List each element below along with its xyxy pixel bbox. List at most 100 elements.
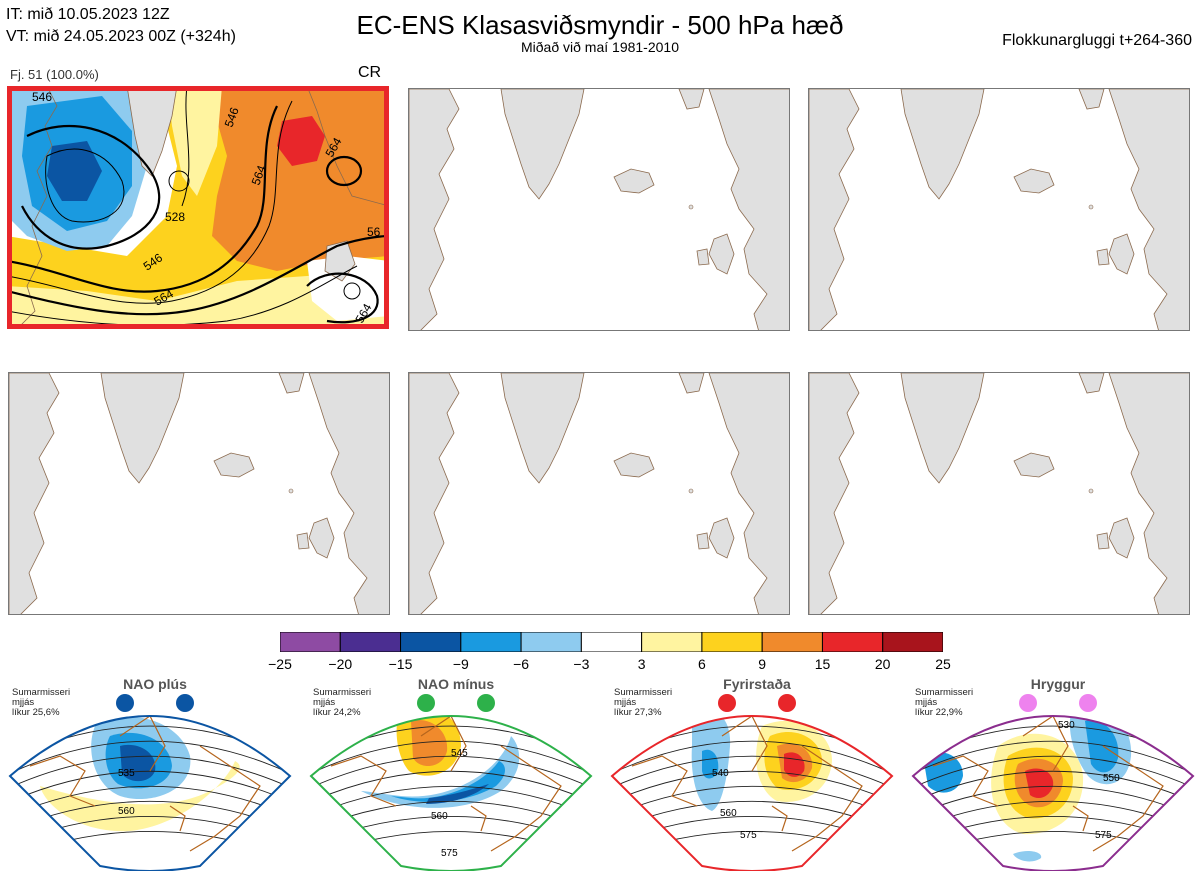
- anomaly-area: [1013, 851, 1042, 862]
- contour-label: 564: [249, 163, 269, 187]
- classification-window: Flokkunargluggi t+264-360: [1002, 32, 1192, 49]
- anomaly-area: [923, 752, 963, 793]
- colorbar-swatch: [701, 632, 763, 652]
- regime-info-line: líkur 27,3%: [614, 707, 662, 718]
- regime-info-line: mjjás: [915, 697, 938, 708]
- coastline: [29, 716, 261, 852]
- contour-label: 528: [165, 210, 185, 224]
- colorbar-swatch: [761, 632, 823, 652]
- basemap-graphic: [9, 373, 389, 614]
- cluster-map-1: 546 546 546 564 564 564 528 56 564: [7, 86, 389, 329]
- regime-name: Hryggur: [1030, 676, 1086, 692]
- height-contour: [10, 770, 290, 807]
- regime-map: 535 560: [8, 694, 292, 871]
- page-title: EC-ENS Klasasviðsmyndir - 500 hPa hæð: [356, 10, 844, 40]
- height-contour: [913, 740, 1193, 779]
- regime-info-line: líkur 22,9%: [915, 707, 963, 718]
- init-time: IT: mið 10.05.2023 12Z: [6, 6, 170, 23]
- height-contour: [612, 770, 892, 807]
- cluster-map-2: [408, 88, 790, 331]
- basemap-graphic: [809, 89, 1189, 330]
- regime-contour-label: 550: [1103, 773, 1120, 784]
- colorbar-swatch: [580, 632, 643, 652]
- regime-marker-dot: [477, 694, 495, 712]
- header-times: IT: mið 10.05.2023 12Z VT: mið 24.05.202…: [6, 4, 236, 48]
- cluster-map-6: [808, 372, 1190, 615]
- colorbar-tick-label: 6: [697, 656, 706, 672]
- height-contour: [612, 755, 892, 793]
- basemap-graphic: [409, 373, 789, 614]
- cluster-map-5: [408, 372, 790, 615]
- regime-marker-dot: [718, 694, 736, 712]
- regime-info-line: mjjás: [614, 697, 637, 708]
- regime-marker-dot: [116, 694, 134, 712]
- colorbar-swatch: [821, 632, 884, 652]
- colorbar: [280, 632, 943, 652]
- colorbar-tick-label: 9: [758, 656, 767, 672]
- regime-name: NAO plús: [123, 676, 187, 692]
- regime-info-line: mjjás: [313, 697, 336, 708]
- cluster-members-label: Fj. 51 (100.0%): [10, 67, 99, 82]
- regime-contour-label: 545: [451, 748, 468, 759]
- regime-info-line: líkur 24,2%: [313, 707, 361, 718]
- colorbar-tick-label: −6: [513, 656, 530, 672]
- page-subtitle: Miðað við maí 1981-2010: [521, 39, 679, 55]
- regime-info-line: Sumarmisseri: [12, 687, 71, 698]
- regime-info-line: Sumarmisseri: [313, 687, 372, 698]
- regime-info: Sumarmisseri mjjás líkur 24,2%: [313, 688, 371, 718]
- cluster-map-1-graphic: 546 546 546 564 564 564 528 56 564: [12, 91, 384, 324]
- colorbar-tick-label: −9: [452, 656, 469, 672]
- colorbar-tick-label: −3: [573, 656, 590, 672]
- height-contour: [10, 755, 290, 793]
- colorbar-tick-label: 3: [637, 656, 646, 672]
- colorbar-tick-label: 25: [935, 656, 951, 672]
- height-contour: [913, 770, 1193, 807]
- height-contour: [913, 755, 1193, 793]
- anomaly-area: [702, 749, 719, 779]
- coastline: [631, 716, 863, 852]
- height-contour: [311, 740, 591, 779]
- coastline: [330, 716, 562, 852]
- colorbar-swatch: [339, 632, 402, 652]
- regime-marker-dot: [1019, 694, 1037, 712]
- regime-info-line: mjjás: [12, 697, 35, 708]
- regime-info-line: Sumarmisseri: [915, 687, 974, 698]
- anomaly-area: [426, 784, 489, 804]
- valid-time: VT: mið 24.05.2023 00Z (+324h): [6, 28, 236, 45]
- regime-map: 545 560 575: [309, 694, 593, 871]
- colorbar-tick-label: 15: [814, 656, 831, 672]
- basemap-graphic: [409, 89, 789, 330]
- colorbar-tick-label: 20: [874, 656, 891, 672]
- regime-panel: 530 550 575: [903, 676, 1200, 871]
- height-contour: [612, 740, 892, 779]
- colorbar-swatch: [882, 632, 943, 652]
- anomaly-area: [1085, 720, 1119, 773]
- anomaly-area: [40, 761, 240, 832]
- regime-panel: 545 560 575: [301, 676, 601, 871]
- regime-map: 530 550 575: [911, 694, 1195, 871]
- basemap-graphic: [809, 373, 1189, 614]
- regime-panel: 540 560 575: [602, 676, 902, 871]
- colorbar-tick-label: −25: [268, 656, 292, 672]
- regime-contour-label: 560: [431, 811, 448, 822]
- height-contour: [311, 770, 591, 807]
- coastline: [932, 716, 1164, 852]
- colorbar-tick-label: −15: [388, 656, 413, 672]
- colorbar-swatch: [641, 632, 703, 652]
- regime-name: NAO mínus: [417, 676, 495, 692]
- regime-contour-label: 530: [1058, 720, 1075, 731]
- cluster-map-4: [8, 372, 390, 615]
- regime-panel: 535 560: [0, 676, 300, 871]
- regime-marker-dot: [417, 694, 435, 712]
- regime-contour-label: 575: [441, 848, 458, 859]
- regime-contour-label: 575: [1095, 830, 1112, 841]
- regime-info-line: Sumarmisseri: [614, 687, 673, 698]
- cluster-regime-code: CR: [358, 64, 382, 81]
- contour-label: 56: [367, 225, 381, 239]
- regime-info: Sumarmisseri mjjás líkur 22,9%: [915, 688, 973, 718]
- anomaly-area: [411, 720, 448, 767]
- regime-contour-label: 560: [118, 806, 135, 817]
- regime-contour-label: 575: [740, 830, 757, 841]
- regime-contour-label: 560: [720, 808, 737, 819]
